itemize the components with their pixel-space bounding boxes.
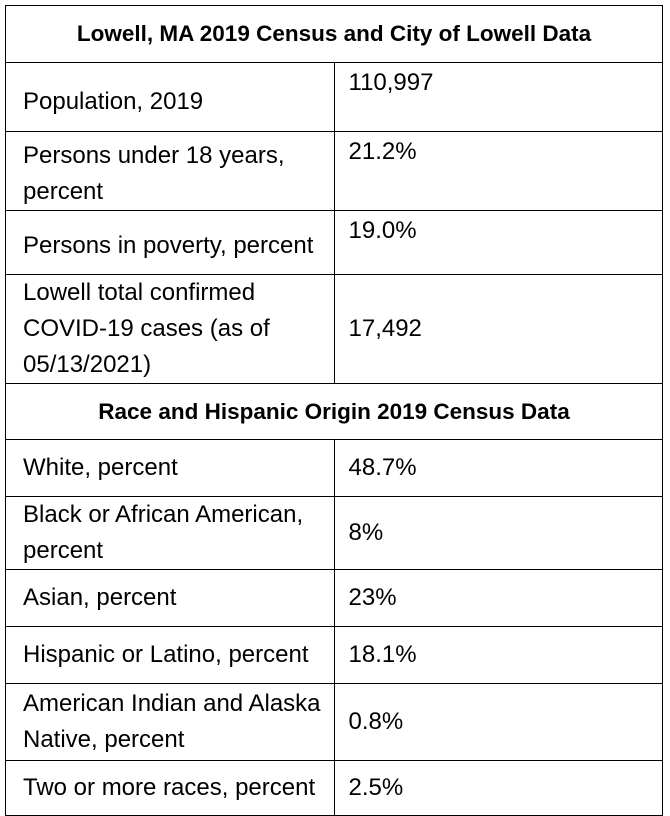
table-row: Two or more races, percent 2.5% [5,760,663,816]
row-label-hispanic: Hispanic or Latino, percent [5,626,335,684]
row-value-under-18: 21.2% [333,131,663,211]
row-label-under-18: Persons under 18 years, percent [5,131,335,211]
race-section-title: Race and Hispanic Origin 2019 Census Dat… [5,383,663,440]
race-section-title-row: Race and Hispanic Origin 2019 Census Dat… [5,383,663,440]
row-label-population: Population, 2019 [5,62,335,132]
row-label-covid-cases: Lowell total confirmed COVID-19 cases (a… [5,274,335,384]
row-label-black: Black or African American, percent [5,496,335,570]
row-value-two-or-more: 2.5% [333,760,663,816]
census-data-table: Lowell, MA 2019 Census and City of Lowel… [5,5,663,816]
table-row: Persons in poverty, percent 19.0% [5,210,663,275]
table-row: Population, 2019 110,997 [5,62,663,132]
row-label-american-indian: American Indian and Alaska Native, perce… [5,683,335,761]
table-row: Black or African American, percent 8% [5,496,663,570]
row-label-white: White, percent [5,439,335,497]
census-table-container: Lowell, MA 2019 Census and City of Lowel… [5,5,663,816]
row-value-black: 8% [333,496,663,570]
table-title: Lowell, MA 2019 Census and City of Lowel… [5,5,663,63]
row-value-american-indian: 0.8% [333,683,663,761]
table-title-row: Lowell, MA 2019 Census and City of Lowel… [5,5,663,63]
table-row: Hispanic or Latino, percent 18.1% [5,626,663,684]
row-value-white: 48.7% [333,439,663,497]
table-row: Lowell total confirmed COVID-19 cases (a… [5,274,663,384]
row-value-poverty: 19.0% [333,210,663,275]
row-label-two-or-more: Two or more races, percent [5,760,335,816]
row-value-asian: 23% [333,569,663,627]
row-value-hispanic: 18.1% [333,626,663,684]
row-value-population: 110,997 [333,62,663,132]
table-row: White, percent 48.7% [5,439,663,497]
table-row: Asian, percent 23% [5,569,663,627]
table-row: American Indian and Alaska Native, perce… [5,683,663,761]
table-row: Persons under 18 years, percent 21.2% [5,131,663,211]
row-value-covid-cases: 17,492 [333,274,663,384]
row-label-poverty: Persons in poverty, percent [5,210,335,275]
row-label-asian: Asian, percent [5,569,335,627]
